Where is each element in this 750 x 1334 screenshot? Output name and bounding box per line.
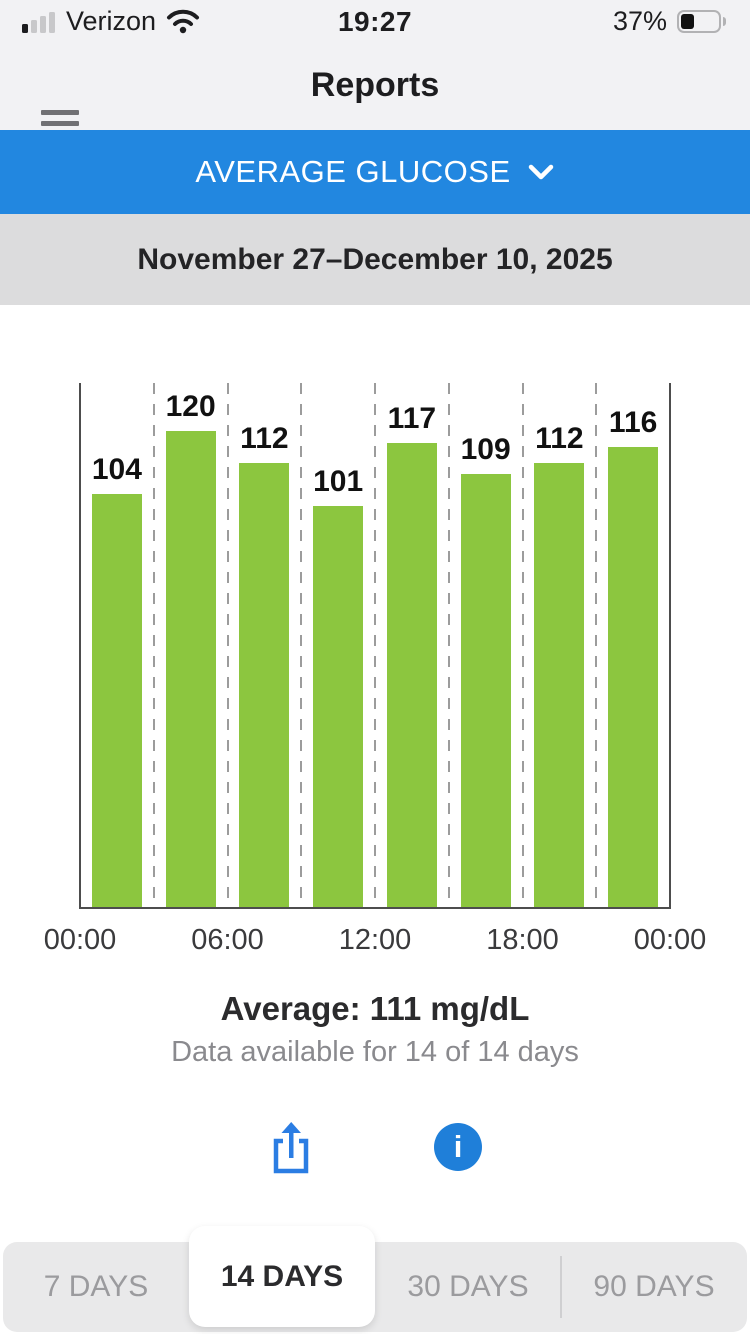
- battery-percent-label: 37%: [612, 5, 667, 36]
- date-range-bar: November 27–December 10, 2025: [0, 214, 750, 305]
- bar-value-label: 112: [535, 421, 584, 455]
- bar-value-label: 109: [460, 433, 511, 467]
- segment-label: 7 DAYS: [43, 1270, 149, 1303]
- menu-bar-line: [41, 121, 79, 126]
- report-type-dropdown[interactable]: AVERAGE GLUCOSE: [0, 130, 750, 214]
- glucose-bar: [460, 474, 511, 908]
- segment-label: 14 DAYS: [220, 1259, 344, 1293]
- chart-gridline: [521, 383, 524, 908]
- bar-value-label: 101: [313, 465, 364, 499]
- chart-gridline: [447, 383, 450, 908]
- chart-gridline: [152, 383, 155, 908]
- segment-90-days[interactable]: 90 DAYS: [561, 1242, 747, 1332]
- chevron-down-icon: [528, 164, 553, 180]
- report-type-label: AVERAGE GLUCOSE: [195, 154, 511, 189]
- segment-30-days[interactable]: 30 DAYS: [375, 1242, 561, 1332]
- chart-gridline: [226, 383, 229, 908]
- glucose-bar: [386, 442, 437, 908]
- x-axis-tick-label: 00:00: [43, 924, 117, 956]
- status-right-cluster: 37%: [613, 6, 726, 37]
- chart-gridline: [300, 383, 303, 908]
- chart-x-axis-labels: 00:00 06:00 12:00 18:00 00:00: [44, 924, 707, 960]
- date-range-label: November 27–December 10, 2025: [137, 242, 613, 276]
- carrier-label: Verizon: [66, 5, 157, 36]
- chart-baseline: [79, 907, 671, 909]
- nav-bar: Reports: [0, 40, 750, 137]
- status-bar: Verizon 19:27 37%: [0, 0, 750, 40]
- action-icons-row: i: [0, 1118, 750, 1176]
- segment-14-days[interactable]: 14 DAYS: [189, 1226, 375, 1327]
- battery-icon: [677, 9, 726, 33]
- status-left-cluster: Verizon: [22, 6, 200, 37]
- share-export-icon: [273, 1122, 309, 1174]
- data-availability-text: Data available for 14 of 14 days: [171, 1036, 579, 1068]
- battery-fill: [681, 13, 695, 29]
- battery-cap: [723, 16, 726, 26]
- battery-body: [677, 9, 721, 33]
- glucose-bar: [313, 506, 364, 908]
- chart-gridline: [595, 383, 598, 908]
- average-glucose-value: Average: 111 mg/dL: [220, 990, 530, 1027]
- glucose-bar: [165, 430, 216, 908]
- glucose-bar: [91, 494, 142, 908]
- bar-value-label: 116: [608, 405, 658, 439]
- x-axis-tick-label: 06:00: [191, 924, 264, 956]
- chart-axis-line: [79, 383, 81, 908]
- info-icon: i: [453, 1128, 463, 1164]
- menu-bar-line: [41, 110, 79, 115]
- clock-time: 19:27: [337, 6, 413, 37]
- x-axis-tick-label: 18:00: [486, 924, 559, 956]
- signal-bars-icon: [22, 12, 55, 33]
- page-title: Reports: [310, 65, 440, 104]
- x-axis-tick-label: 12:00: [338, 924, 412, 956]
- info-button[interactable]: i: [434, 1123, 482, 1171]
- time-range-segmented-control: 7 DAYS 14 DAYS 30 DAYS 90 DAYS: [3, 1226, 747, 1332]
- wifi-icon: [167, 9, 200, 34]
- segment-label: 90 DAYS: [593, 1270, 715, 1303]
- glucose-bar: [608, 446, 659, 908]
- x-axis-tick-label: 00:00: [633, 924, 707, 956]
- segment-divider: [560, 1256, 562, 1318]
- bar-value-label: 120: [165, 389, 216, 423]
- glucose-bar-chart: 104 120 112 101 117 109 112 116: [79, 383, 671, 909]
- segment-7-days[interactable]: 7 DAYS: [3, 1242, 189, 1332]
- share-button[interactable]: [268, 1119, 314, 1175]
- glucose-bar: [534, 462, 585, 908]
- chart-gridline: [374, 383, 376, 908]
- bar-value-label: 117: [387, 401, 437, 435]
- chart-axis-line: [669, 383, 671, 908]
- bar-value-label: 104: [91, 453, 142, 487]
- segment-label: 30 DAYS: [407, 1270, 529, 1303]
- bar-value-label: 112: [240, 421, 289, 455]
- glucose-bar: [239, 462, 290, 908]
